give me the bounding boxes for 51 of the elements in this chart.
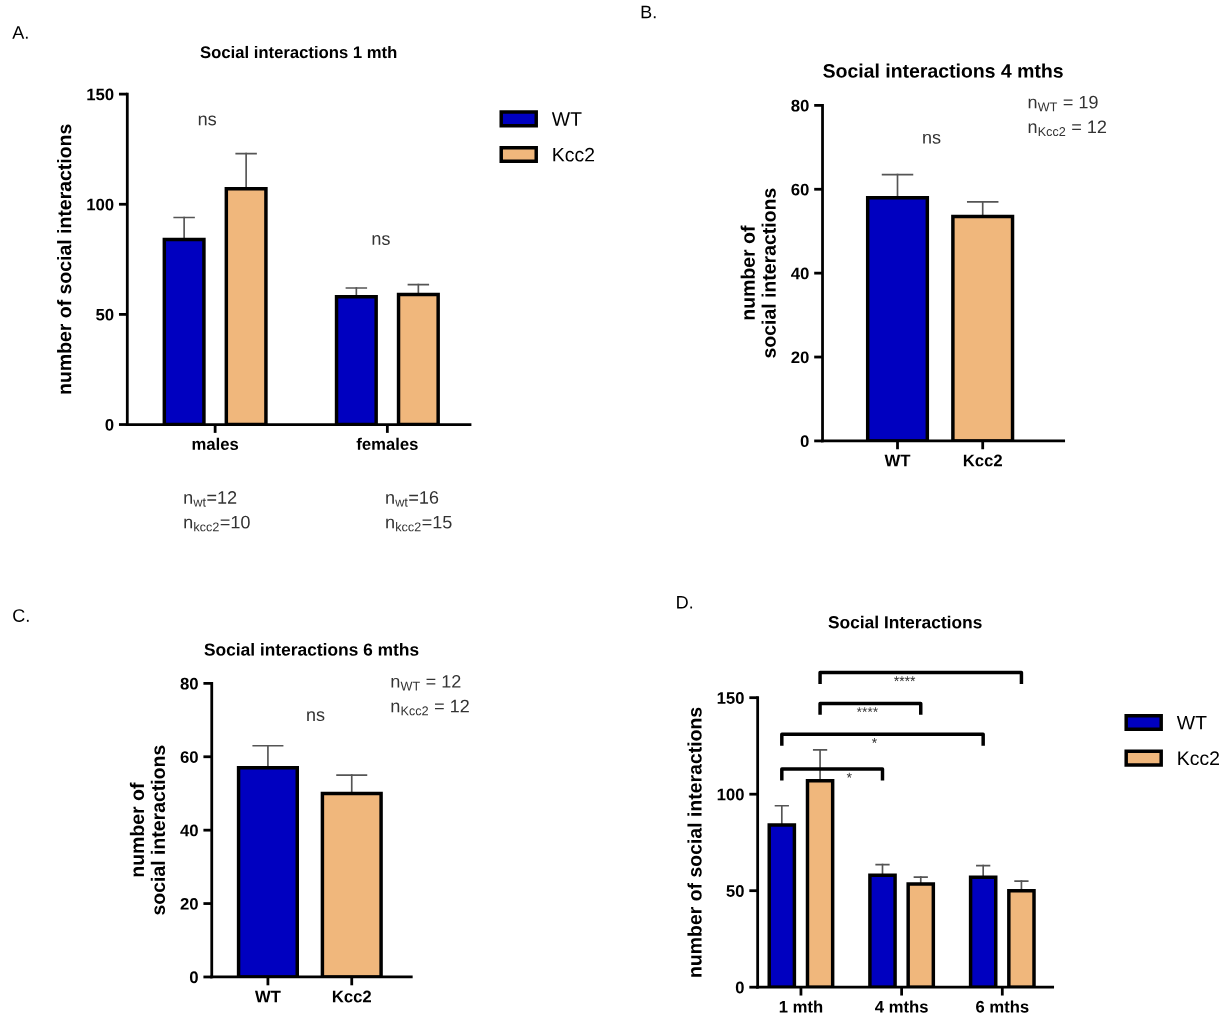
annotation: **** (856, 707, 878, 713)
annotation: ns (198, 115, 217, 126)
y-tick-label: 0 (800, 435, 809, 448)
legend-label: Kcc2 (1178, 751, 1219, 766)
text: B. (641, 5, 656, 19)
text: A. (12, 26, 28, 39)
y-tick-label: 0 (105, 418, 114, 431)
x-tick-label: 4 mths (875, 1000, 928, 1013)
x-tick-label: males (192, 437, 239, 450)
text: n$_{wt}$=16 n$_{kcc2}$=15 (386, 491, 452, 532)
chart-title: Social interactions 6 mths (204, 643, 419, 656)
y-tick-label: 80 (791, 99, 809, 112)
chart-title: Social interactions 1 mth (200, 45, 397, 59)
y-tick-label: 0 (189, 971, 198, 984)
annotation: ns (923, 133, 941, 144)
legend-label: WT (1176, 715, 1207, 730)
y-tick-label: 20 (791, 351, 809, 364)
text: D. (677, 596, 693, 609)
text: C. (13, 609, 29, 622)
y-tick-label: 150 (717, 692, 744, 704)
legend-label: WT (551, 112, 582, 126)
annotation: ns (372, 235, 390, 246)
y-tick-label: 150 (87, 88, 114, 101)
y-tick-label: 100 (87, 198, 114, 211)
annotation: * (871, 738, 877, 743)
text: **** (894, 676, 916, 682)
x-tick-label: 6 mths (976, 1000, 1029, 1013)
y-tick-label: 50 (726, 885, 744, 897)
chart-title: Social Interactions (828, 615, 982, 629)
annotation: ns (307, 711, 325, 722)
y-tick-label: 40 (791, 267, 809, 280)
y-tick-label: 40 (180, 824, 198, 837)
text: n$_{wt}$=12 n$_{kcc2}$=10 (184, 491, 250, 532)
y-tick-label: 0 (735, 981, 744, 994)
text: n$_{WT}$ = 19 n$_{Kcc2}$ = 12 (1028, 95, 1107, 137)
y-axis-title: number of social interactions (129, 745, 166, 915)
y-axis-title: number of social interactions (57, 124, 72, 394)
y-tick-label: 80 (180, 677, 198, 690)
text: n$_{WT}$ = 12 n$_{Kcc2}$ = 12 (391, 675, 469, 716)
annotation: * (846, 772, 852, 778)
y-tick-label: 50 (96, 308, 114, 321)
y-tick-label: 20 (180, 897, 198, 910)
chart-title: Social interactions 4 mths (823, 63, 1063, 78)
y-tick-label: 60 (791, 183, 809, 196)
y-tick-label: 60 (180, 751, 198, 763)
y-axis-title: number of social interactions (740, 188, 776, 358)
legend-label: Kcc2 (553, 147, 595, 162)
x-tick-label: 1 mth (779, 1000, 823, 1013)
y-tick-label: 100 (717, 788, 744, 801)
x-tick-label: females (356, 437, 418, 450)
y-axis-title: number of social interactions (687, 707, 702, 977)
